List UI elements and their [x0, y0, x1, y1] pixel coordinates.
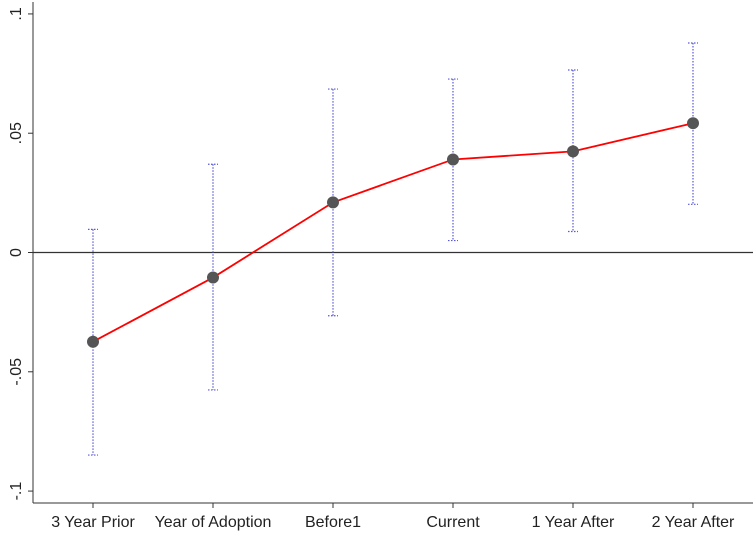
x-tick-label: Current [426, 514, 480, 531]
x-tick-label: Year of Adoption [155, 514, 272, 531]
x-tick-label: Before1 [305, 514, 361, 531]
point [687, 117, 699, 130]
y-tick-label: -.1 [8, 482, 25, 501]
y-tick-label: 0 [8, 248, 25, 257]
point [207, 271, 219, 284]
point [447, 153, 459, 166]
point [87, 335, 99, 348]
x-tick-label: 3 Year Prior [51, 514, 135, 531]
x-tick-label: 2 Year After [652, 514, 735, 531]
y-tick-label: .1 [8, 7, 25, 20]
y-tick-label: .05 [8, 122, 25, 144]
point [567, 145, 579, 158]
y-tick-label: -.05 [8, 358, 25, 386]
point [327, 196, 339, 209]
series-line [92, 122, 694, 343]
x-tick-label: 1 Year After [532, 514, 615, 531]
